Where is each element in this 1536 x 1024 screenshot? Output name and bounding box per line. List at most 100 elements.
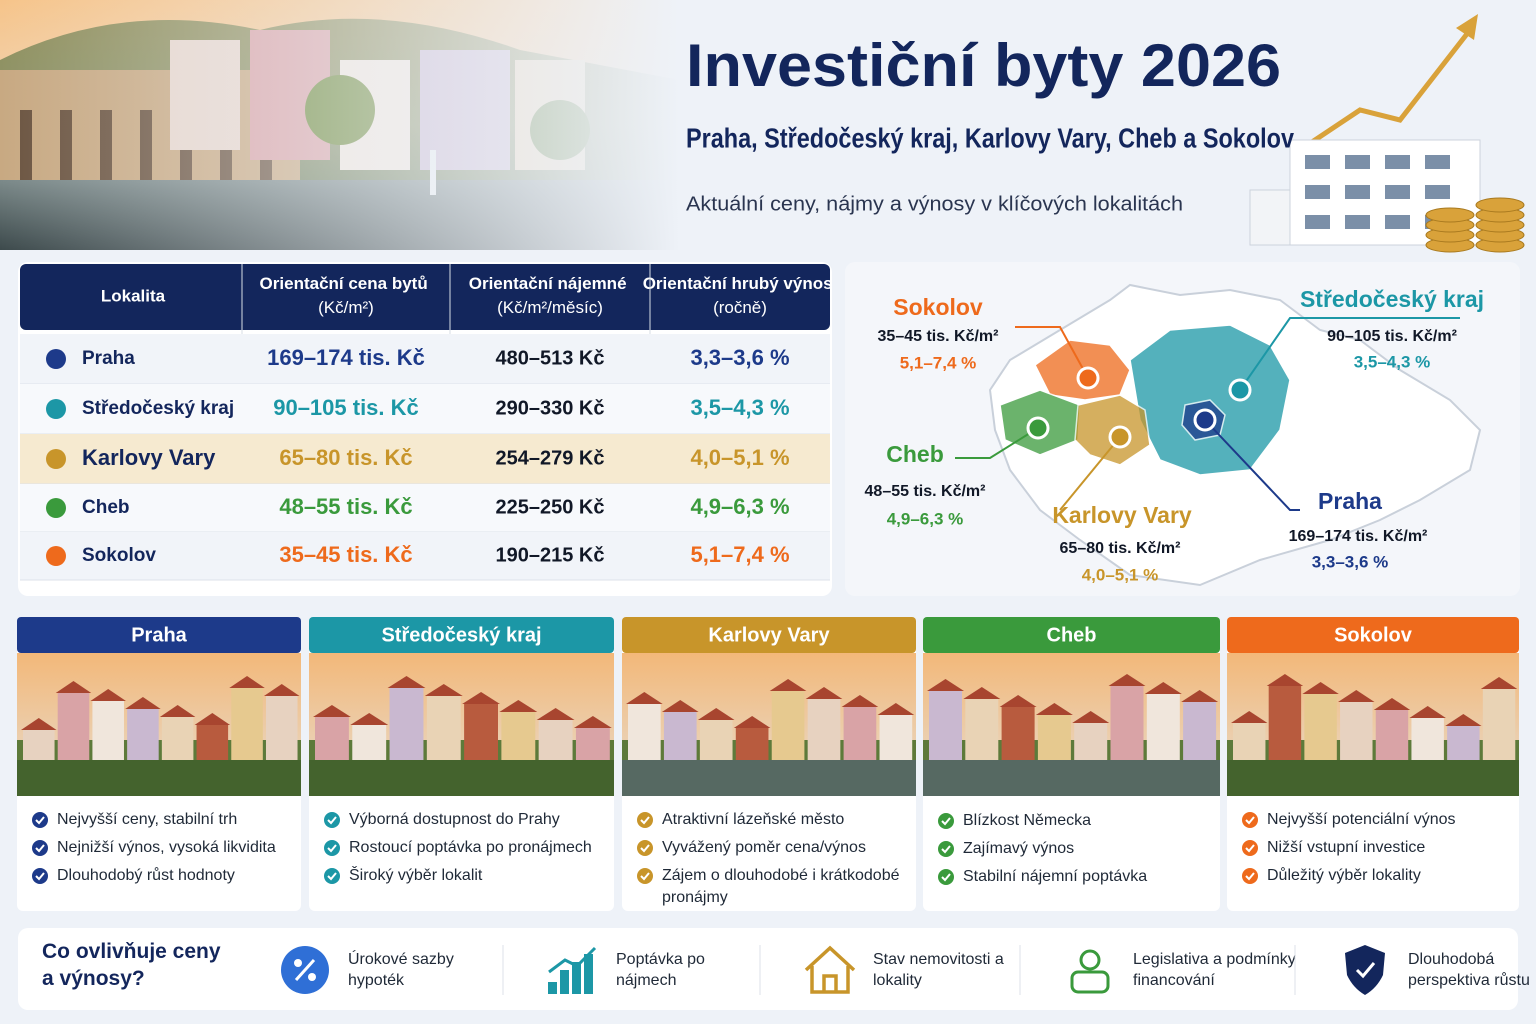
card-header — [17, 617, 301, 653]
card-photo-house — [1001, 707, 1035, 760]
card-bullet: Zajímavý výnos — [963, 840, 1074, 857]
factor-text: Poptávka po nájmech — [616, 951, 709, 989]
card-bullet: Vyvážený poměr cena/výnos — [662, 839, 866, 856]
table-header — [20, 264, 830, 330]
factors-title: Co ovlivňuje ceny a výnosy? — [42, 940, 226, 990]
card-photo-house — [1447, 726, 1480, 760]
map-label-name: Cheb — [886, 441, 944, 467]
column-header: Orientační cena bytů (Kč/m²) — [260, 274, 433, 317]
table-cell: 48–55 tis. Kč — [279, 494, 412, 519]
header-photo — [0, 0, 680, 250]
map-label-price: 48–55 tis. Kč/m² — [865, 483, 986, 500]
factor-icon — [548, 982, 557, 994]
map-label-yield: 4,0–5,1 % — [1082, 565, 1159, 584]
factor-text: Úrokové sazby hypoték — [348, 949, 458, 989]
card-photo-roof — [697, 708, 735, 720]
bullet-check — [938, 841, 954, 857]
factor-icon — [560, 970, 569, 994]
card-photo-foreground — [923, 760, 1220, 796]
card-photo-roof — [877, 703, 915, 715]
factor-icon — [584, 954, 593, 994]
factor-text: Dlouhodobá perspektiva růstu — [1408, 951, 1530, 989]
card-title: Středočeský kraj — [381, 624, 541, 646]
bullet-check — [637, 812, 653, 828]
card-bullet: Nejvyšší ceny, stabilní trh — [57, 811, 237, 828]
map-pin — [1228, 378, 1252, 402]
factor-text: Legislativa a podmínky financování — [1133, 951, 1300, 989]
map-leader — [1059, 436, 1121, 511]
map-label-yield: 3,3–3,6 % — [1312, 552, 1389, 571]
card-photo-roof — [805, 687, 843, 699]
card-photo-house — [389, 688, 424, 760]
card-header — [1227, 617, 1519, 653]
bullet-check — [1242, 812, 1258, 828]
map-label-price: 169–174 tis. Kč/m² — [1289, 528, 1428, 545]
bullet-check — [637, 840, 653, 856]
bullet-check-mark — [1245, 816, 1255, 825]
bullet-check-mark — [941, 817, 951, 826]
map-label-yield: 4,9–6,3 % — [887, 509, 964, 528]
card-title: Karlovy Vary — [708, 624, 830, 646]
card-photo-foreground — [309, 760, 614, 796]
bullet-check — [938, 813, 954, 829]
factor-icon — [804, 945, 856, 994]
card-photo-roof — [90, 689, 126, 701]
card-photo-house — [501, 712, 536, 760]
card-photo-foreground — [622, 760, 916, 796]
card-photo-house — [771, 691, 805, 760]
bullet-check — [938, 869, 954, 885]
card-photo-house — [1375, 710, 1409, 760]
card-photo-roof — [1231, 711, 1268, 723]
map-label-yield: 5,1–7,4 % — [900, 353, 977, 372]
row-highlight — [20, 434, 830, 484]
bullet-check — [324, 868, 340, 884]
card-bullet: Důležitý výběr lokality — [1267, 866, 1421, 884]
row-bg — [20, 384, 830, 434]
map-label-name: Středočeský kraj — [1300, 286, 1484, 312]
card-photo-house — [23, 730, 55, 760]
card-photo-house — [1411, 718, 1444, 760]
region-dot — [46, 546, 66, 566]
bullet-check-mark — [327, 816, 337, 825]
bullet-check-mark — [35, 844, 45, 853]
bullet-check — [32, 840, 48, 856]
region-name: Cheb — [82, 497, 130, 518]
card-photo-house — [1304, 694, 1337, 760]
card-photo-roof — [536, 708, 575, 720]
card-bullet: Nižší vstupní investice — [1267, 839, 1425, 856]
title: Investiční byty 2026 — [686, 32, 1281, 99]
table-cell: 190–215 Kč — [496, 544, 605, 566]
card-photo-house — [464, 704, 498, 760]
card-bullet: Rostoucí poptávka po pronájmech — [349, 839, 592, 856]
card-photo-house — [663, 712, 697, 760]
card-photo-roof — [999, 695, 1037, 707]
table-cell: 90–105 tis. Kč — [273, 395, 419, 420]
bullet-check-mark — [1245, 872, 1255, 881]
card-photo-house — [1146, 694, 1180, 760]
card-bullet: Nejvyšší potenciální výnos — [1267, 811, 1456, 828]
bullet-check-mark — [640, 816, 650, 825]
card-photo-house — [735, 728, 769, 760]
region-dot — [46, 349, 66, 369]
header-illustration — [1249, 14, 1525, 253]
map-leader — [1015, 326, 1089, 379]
card-photo-house — [879, 715, 913, 760]
map-leader — [1204, 419, 1300, 511]
bullet-check — [637, 868, 653, 884]
table-cell: 4,0–5,1 % — [690, 445, 789, 470]
card-photo-roof — [125, 697, 161, 709]
card-photo-roof — [1035, 703, 1073, 715]
bullet-check-mark — [327, 872, 337, 881]
card-photo-house — [352, 725, 387, 760]
card-photo-house — [1340, 702, 1373, 760]
card-header — [309, 617, 614, 653]
row-bg — [20, 484, 830, 532]
card-photo-roof — [1302, 682, 1339, 694]
card-photo-roof — [263, 684, 300, 696]
card-photo-roof — [661, 700, 699, 712]
factors-panel — [18, 928, 1518, 1010]
table-cell: 5,1–7,4 % — [690, 542, 789, 567]
card-photo-house — [965, 699, 999, 760]
region-dot — [46, 399, 66, 419]
